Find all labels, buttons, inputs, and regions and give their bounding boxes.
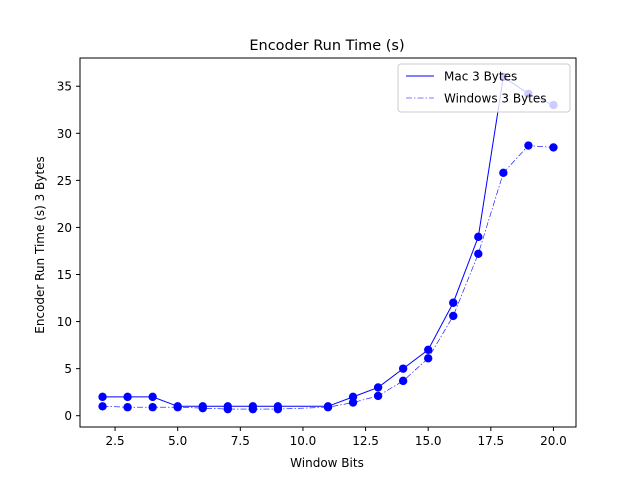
- data-point: [424, 354, 433, 363]
- x-tick-label: 12.5: [352, 434, 379, 448]
- x-tick-label: 15.0: [415, 434, 442, 448]
- y-tick-label: 25: [57, 174, 72, 188]
- data-point: [449, 298, 458, 307]
- data-point: [549, 143, 558, 152]
- y-tick-label: 15: [57, 268, 72, 282]
- data-point: [198, 403, 207, 413]
- data-point: [148, 392, 157, 402]
- plot-area: 2.5 5.0 7.5 10.0 12.5 15.0 17.5 20.0 0 5 10 15 20 25 3…: [57, 57, 577, 448]
- data-point: [273, 404, 283, 414]
- axes-frame: [79, 57, 577, 428]
- data-point: [474, 249, 483, 258]
- y-tick-label: 5: [64, 362, 72, 376]
- x-tick-label: 10.0: [290, 434, 317, 448]
- x-tick-label: 2.5: [106, 434, 125, 448]
- data-point: [524, 141, 533, 150]
- data-point: [148, 403, 157, 412]
- y-tick-label: 35: [57, 80, 72, 94]
- data-point: [424, 345, 433, 355]
- data-point: [248, 404, 258, 414]
- data-point: [449, 311, 458, 321]
- x-tick-label: 5.0: [168, 434, 187, 448]
- data-point: [98, 402, 107, 411]
- data-point: [474, 232, 483, 242]
- chart-title: Encoder Run Time (s): [249, 38, 404, 54]
- data-point: [223, 404, 232, 414]
- data-point: [373, 391, 383, 401]
- series-line-0: [102, 75, 554, 407]
- data-point: [373, 383, 383, 392]
- y-tick-label: 30: [57, 127, 72, 141]
- data-point: [98, 392, 107, 402]
- legend-box: [397, 63, 571, 113]
- x-tick-label: 7.5: [231, 434, 250, 448]
- data-point: [348, 398, 358, 407]
- x-tick-label: 20.0: [540, 434, 567, 448]
- y-tick-label: 10: [57, 315, 72, 329]
- x-tick-label: 17.5: [477, 434, 504, 448]
- legend: Mac 3 Bytes Windows 3 Bytes: [397, 63, 571, 113]
- data-point: [398, 376, 408, 386]
- y-tick-label: 0: [64, 409, 72, 423]
- y-axis-label: Encoder Run Time (s) 3 Bytes: [33, 156, 47, 333]
- legend-label-0: Mac 3 Bytes: [444, 70, 517, 84]
- data-point: [398, 364, 408, 373]
- data-point: [323, 403, 333, 412]
- x-axis-label: Window Bits: [290, 456, 364, 470]
- data-point: [123, 403, 132, 412]
- y-tick-label: 20: [57, 221, 72, 235]
- data-point: [123, 392, 132, 402]
- data-point: [499, 168, 508, 178]
- legend-label-1: Windows 3 Bytes: [444, 92, 547, 106]
- data-point: [173, 403, 182, 412]
